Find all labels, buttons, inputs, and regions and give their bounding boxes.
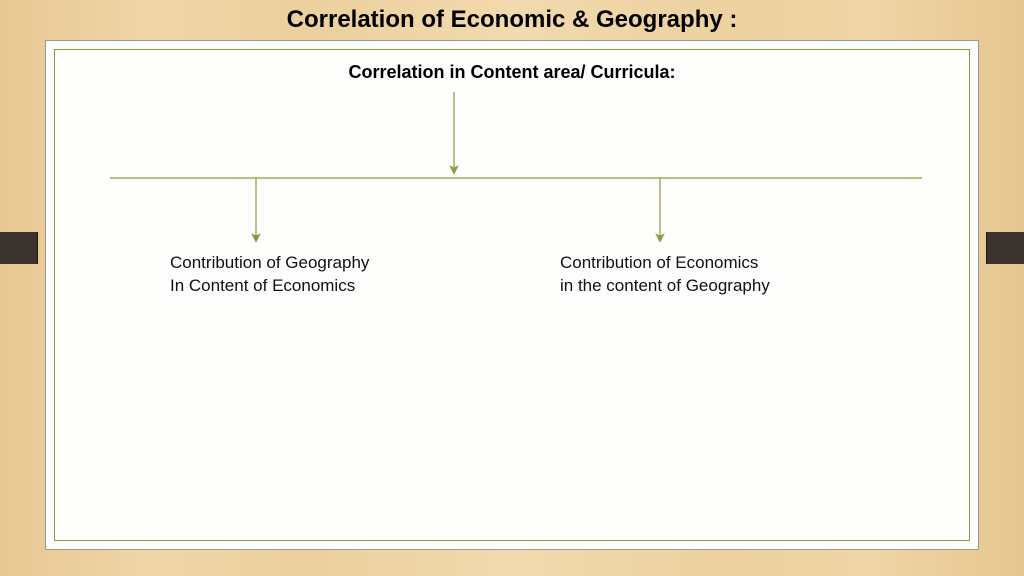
leaf-node-left: Contribution of Geography In Content of … bbox=[170, 252, 369, 298]
leaf-right-line1: Contribution of Economics bbox=[560, 252, 770, 275]
decorative-tab-right bbox=[986, 232, 1024, 264]
leaf-left-line2: In Content of Economics bbox=[170, 275, 369, 298]
leaf-left-line1: Contribution of Geography bbox=[170, 252, 369, 275]
slide-title: Correlation of Economic & Geography : bbox=[0, 6, 1024, 34]
subtitle: Correlation in Content area/ Curricula: bbox=[0, 62, 1024, 83]
decorative-tab-left bbox=[0, 232, 38, 264]
leaf-right-line2: in the content of Geography bbox=[560, 275, 770, 298]
leaf-node-right: Contribution of Economics in the content… bbox=[560, 252, 770, 298]
